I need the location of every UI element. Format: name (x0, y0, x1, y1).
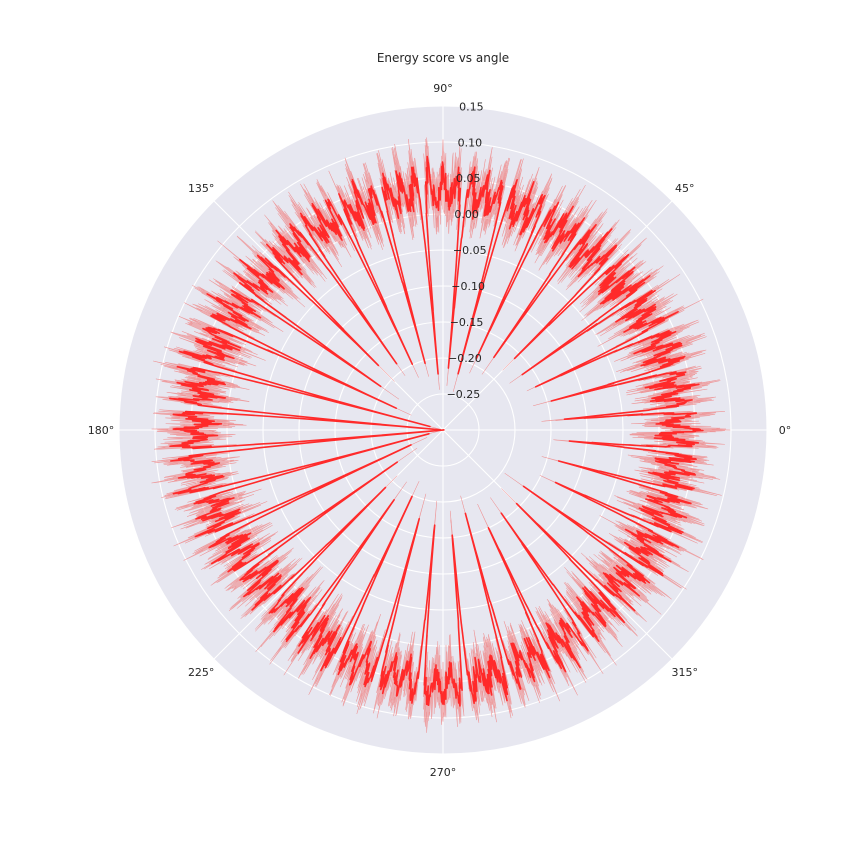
radial-tick-label: −0.20 (448, 352, 482, 365)
angle-tick-label: 180° (88, 424, 115, 437)
radial-tick-label: −0.10 (451, 280, 485, 293)
angle-tick-label: 315° (672, 666, 699, 679)
angular-gridline (213, 200, 444, 431)
radial-tick-label: 0.05 (456, 172, 481, 185)
angle-tick-label: 45° (675, 182, 695, 195)
angle-tick-labels: 0° 45° 90° 135° 180° 225° 270° 315° (88, 82, 792, 779)
radial-tick-label: 0.15 (459, 100, 484, 113)
radial-tick-label: 0.00 (454, 208, 479, 221)
radial-tick-label: −0.15 (450, 316, 484, 329)
radial-tick-labels: −0.25 −0.20 −0.15 −0.10 −0.05 0.00 0.05 0.10 0.1… (447, 100, 487, 401)
angle-tick-label: 90° (433, 82, 453, 95)
radial-tick-label: −0.05 (453, 244, 487, 257)
angular-gridline (442, 200, 673, 431)
angle-tick-label: 0° (779, 424, 792, 437)
radial-tick-label: 0.10 (458, 136, 483, 149)
angle-tick-label: 270° (430, 766, 457, 779)
radial-tick-label: −0.25 (447, 388, 481, 401)
angle-tick-label: 135° (188, 182, 215, 195)
angular-gridline (213, 429, 444, 660)
angle-tick-label: 225° (188, 666, 215, 679)
series-line (169, 155, 704, 707)
chart-title: Energy score vs angle (377, 51, 509, 65)
energy-line (169, 155, 704, 707)
